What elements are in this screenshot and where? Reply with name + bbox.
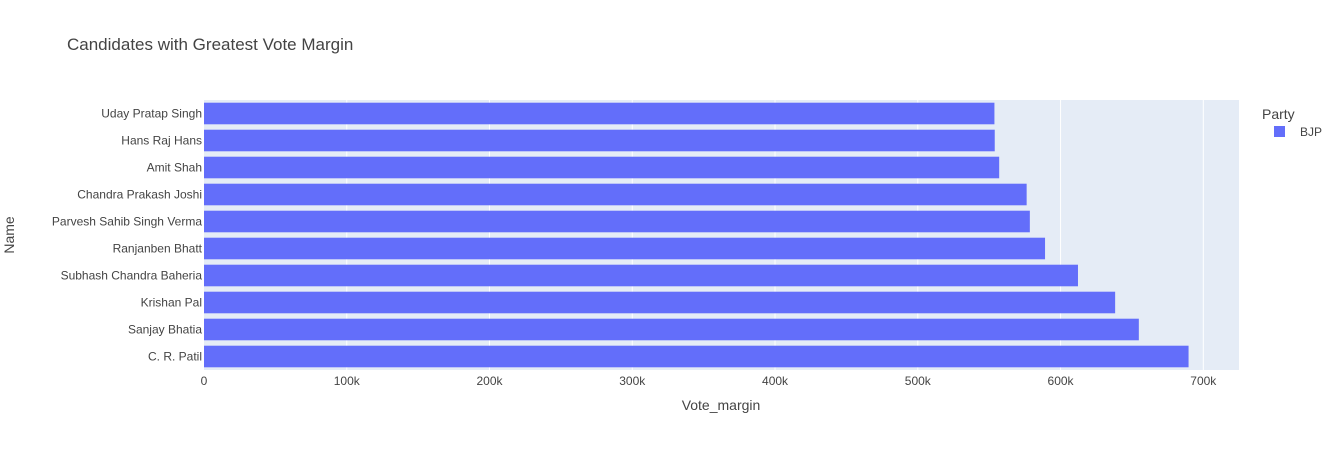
y-tick-label: Ranjanben Bhatt (113, 242, 203, 256)
x-tick-label: 100k (334, 374, 361, 388)
bars (204, 102, 1189, 368)
bar[interactable] (204, 102, 995, 125)
chart-title: Candidates with Greatest Vote Margin (67, 35, 353, 54)
y-tick-label: C. R. Patil (148, 350, 202, 364)
bar[interactable] (204, 291, 1116, 314)
legend-label: BJP (1300, 125, 1322, 139)
legend: Party BJP (1262, 106, 1322, 139)
y-tick-label: Hans Raj Hans (121, 134, 202, 148)
x-tick-label: 0 (201, 374, 208, 388)
y-tick-label: Amit Shah (147, 161, 202, 175)
y-axis-label: Name (1, 216, 17, 254)
x-tick-label: 400k (762, 374, 789, 388)
bar[interactable] (204, 156, 1000, 179)
bar[interactable] (204, 129, 995, 152)
x-tick-labels: 0 100k 200k 300k 400k 500k 600k 700k (201, 374, 1218, 388)
x-tick-label: 600k (1048, 374, 1075, 388)
x-tick-label: 700k (1190, 374, 1217, 388)
x-tick-label: 500k (905, 374, 932, 388)
y-tick-labels: C. R. Patil Sanjay Bhatia Krishan Pal Subha… (52, 107, 203, 364)
bar[interactable] (204, 237, 1046, 260)
y-tick-label: Chandra Prakash Joshi (77, 188, 202, 202)
bar[interactable] (204, 264, 1078, 287)
bar[interactable] (204, 318, 1139, 341)
legend-title: Party (1262, 106, 1295, 122)
y-tick-label: Uday Pratap Singh (101, 107, 202, 121)
bar[interactable] (204, 183, 1027, 206)
bar[interactable] (204, 345, 1189, 368)
legend-item[interactable]: BJP (1274, 125, 1322, 139)
x-axis-label: Vote_margin (682, 397, 761, 413)
legend-swatch (1274, 126, 1285, 137)
x-tick-label: 200k (477, 374, 504, 388)
y-tick-label: Subhash Chandra Baheria (61, 269, 203, 283)
y-tick-label: Parvesh Sahib Singh Verma (52, 215, 202, 229)
bar[interactable] (204, 210, 1030, 233)
y-tick-label: Sanjay Bhatia (128, 323, 202, 337)
y-tick-label: Krishan Pal (141, 296, 202, 310)
x-tick-label: 300k (619, 374, 646, 388)
